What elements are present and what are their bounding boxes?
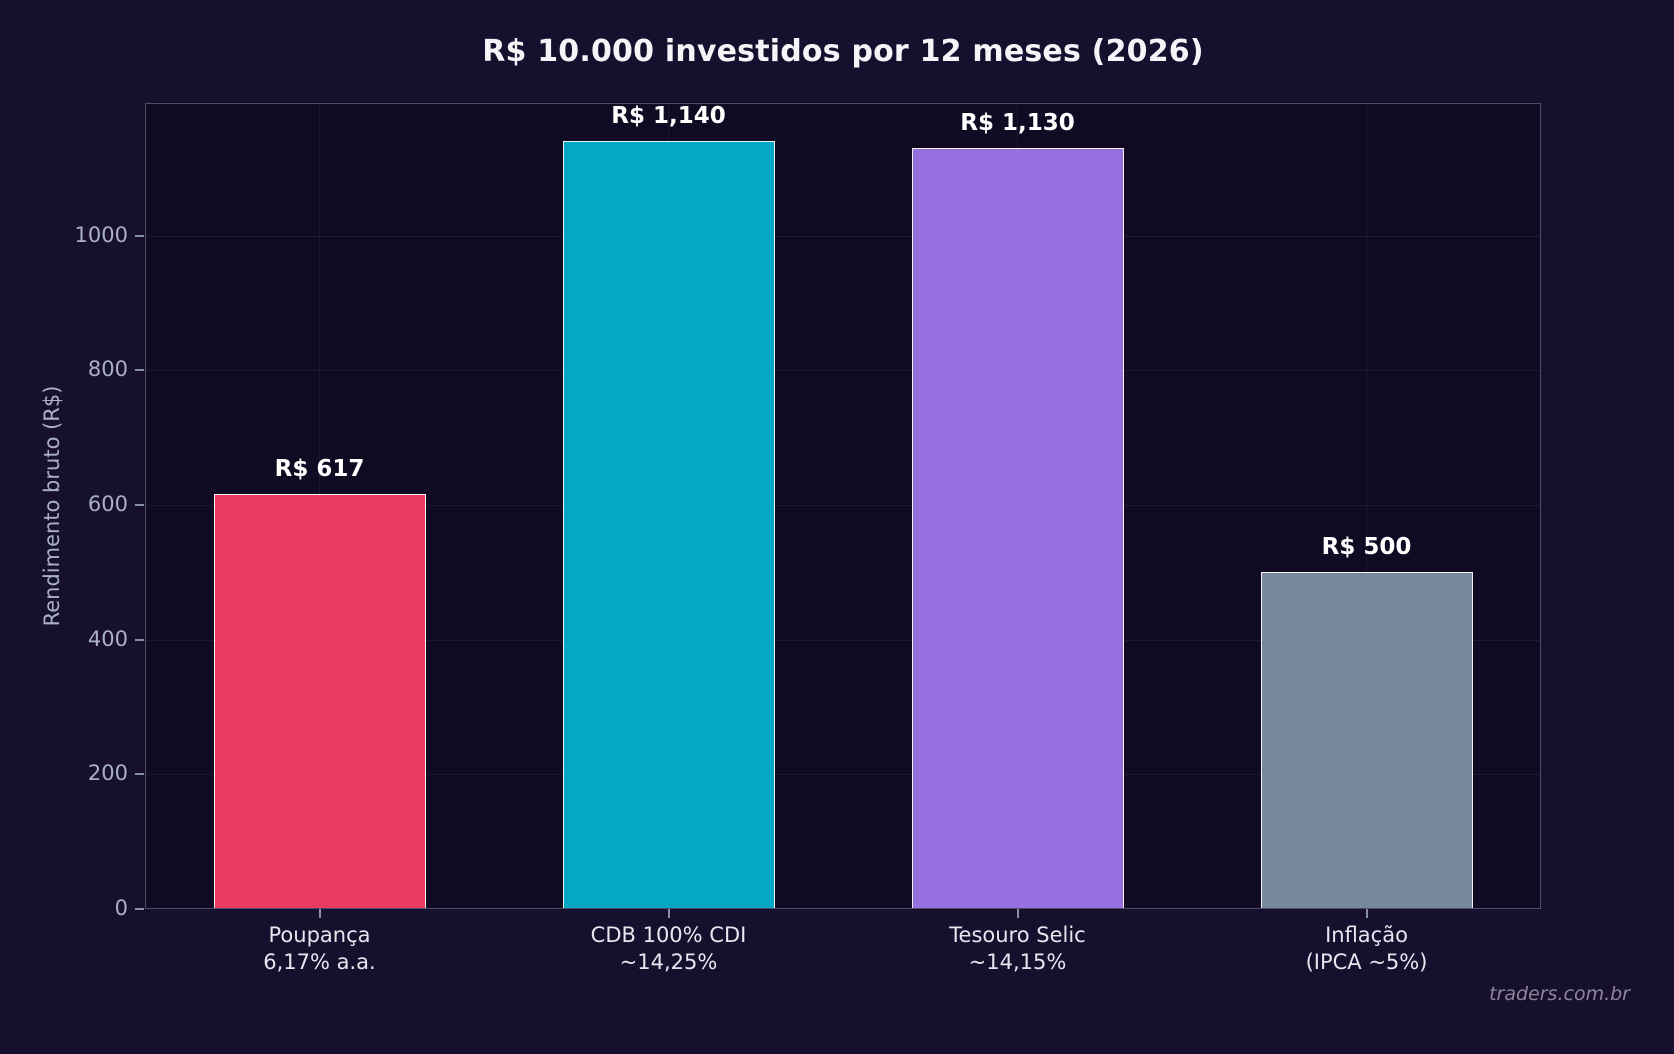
chart-bar-2 xyxy=(562,141,775,909)
chart-title: R$ 10.000 investidos por 12 meses (2026) xyxy=(482,34,1204,69)
x-category-label: Inflação xyxy=(1325,923,1408,947)
y-tick-mark xyxy=(135,773,144,776)
y-tick-label: 600 xyxy=(87,491,128,516)
y-tick-mark xyxy=(135,503,144,506)
gridline-horizontal xyxy=(145,370,1541,372)
gridline-horizontal xyxy=(145,774,1541,776)
x-tick-label: Tesouro Selic ~14,15% xyxy=(838,922,1198,976)
y-tick-label: 1000 xyxy=(74,222,128,247)
y-tick-label: 800 xyxy=(87,357,128,382)
x-tick-mark xyxy=(667,909,670,918)
y-tick-label: 400 xyxy=(87,626,128,651)
chart-bar-3 xyxy=(911,148,1124,909)
x-tick-label: CDB 100% CDI ~14,25% xyxy=(489,922,849,976)
watermark: traders.com.br xyxy=(1489,983,1630,1005)
plot-area xyxy=(145,103,1541,909)
bar-value-label: R$ 500 xyxy=(1321,534,1412,561)
x-tick-mark xyxy=(1016,909,1019,918)
x-category-sublabel: 6,17% a.a. xyxy=(263,950,376,974)
y-tick-mark xyxy=(135,908,144,910)
chart-bar-1 xyxy=(213,493,426,909)
bar-value-label: R$ 1,140 xyxy=(611,103,726,130)
x-category-sublabel: ~14,15% xyxy=(968,950,1067,974)
x-tick-label: Inflação (IPCA ~5%) xyxy=(1187,922,1547,976)
bar-value-label: R$ 617 xyxy=(274,455,365,482)
x-tick-mark xyxy=(318,909,321,918)
bar-value-label: R$ 1,130 xyxy=(960,110,1075,137)
x-category-label: Tesouro Selic xyxy=(949,923,1086,947)
gridline-horizontal xyxy=(145,639,1541,641)
x-tick-label: Poupança 6,17% a.a. xyxy=(140,922,500,976)
y-tick-label: 200 xyxy=(87,761,128,786)
x-category-label: Poupança xyxy=(268,923,371,947)
x-category-sublabel: ~14,25% xyxy=(619,950,718,974)
gridline-horizontal xyxy=(145,235,1541,237)
chart-bar-4 xyxy=(1260,572,1473,909)
y-tick-label: 0 xyxy=(114,896,128,920)
gridline-horizontal xyxy=(145,504,1541,506)
y-tick-mark xyxy=(135,369,144,372)
x-category-sublabel: (IPCA ~5%) xyxy=(1305,950,1428,974)
y-tick-mark xyxy=(135,638,144,641)
x-category-label: CDB 100% CDI xyxy=(590,923,747,947)
gridline-vertical xyxy=(1366,103,1367,909)
x-tick-mark xyxy=(1365,909,1368,918)
y-tick-mark xyxy=(135,234,144,237)
